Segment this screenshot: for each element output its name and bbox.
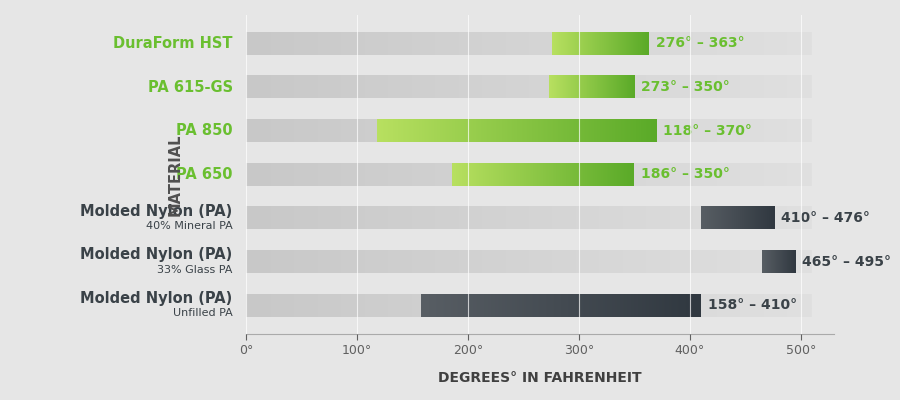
Text: 118° – 370°: 118° – 370° (663, 124, 752, 138)
Text: Molded Nylon (PA): Molded Nylon (PA) (80, 204, 233, 218)
Text: 40% Mineral PA: 40% Mineral PA (146, 221, 233, 231)
X-axis label: DEGREES° IN FAHRENHEIT: DEGREES° IN FAHRENHEIT (438, 371, 642, 385)
Text: 186° – 350°: 186° – 350° (641, 167, 730, 181)
Text: 410° – 476°: 410° – 476° (781, 211, 869, 225)
Text: PA 850: PA 850 (176, 123, 233, 138)
Text: Molded Nylon (PA): Molded Nylon (PA) (80, 291, 233, 306)
Text: 465° – 495°: 465° – 495° (802, 255, 891, 269)
Text: 273° – 350°: 273° – 350° (641, 80, 730, 94)
Text: Unfilled PA: Unfilled PA (173, 308, 233, 318)
Text: 33% Glass PA: 33% Glass PA (158, 264, 233, 274)
Text: 158° – 410°: 158° – 410° (707, 298, 796, 312)
Text: PA 650: PA 650 (176, 167, 233, 182)
Text: 276° – 363°: 276° – 363° (655, 36, 744, 50)
Text: PA 615-GS: PA 615-GS (148, 80, 233, 94)
Text: MATERIAL: MATERIAL (168, 133, 183, 216)
Text: DuraForm HST: DuraForm HST (113, 36, 233, 51)
Text: Molded Nylon (PA): Molded Nylon (PA) (80, 247, 233, 262)
